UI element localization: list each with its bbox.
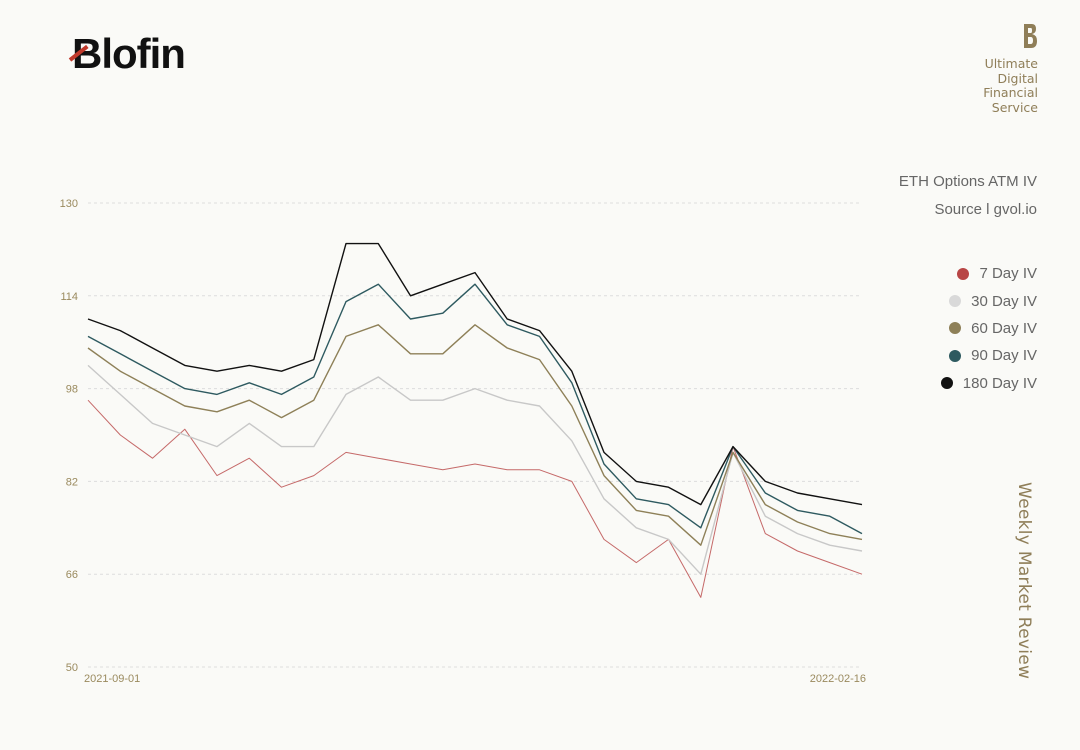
- y-tick-label: 114: [60, 291, 78, 303]
- chart-title: ETH Options ATM IV: [898, 173, 1037, 190]
- chart-legend: 7 Day IV 30 Day IV 60 Day IV 90 Day IV 1…: [877, 260, 1037, 397]
- series-line-180-day-iv: [87, 242, 863, 506]
- tagline-line: Digital: [997, 70, 1038, 86]
- y-tick-label: 50: [66, 662, 78, 674]
- legend-label: 7 Day IV: [979, 265, 1037, 283]
- legend-item: 7 Day IV: [877, 260, 1037, 287]
- legend-item: 180 Day IV: [877, 370, 1037, 397]
- legend-label: 30 Day IV: [971, 292, 1037, 310]
- y-tick-label: 130: [60, 198, 78, 210]
- tagline-line: Service: [991, 99, 1038, 115]
- chart-source: Source l gvol.io: [934, 201, 1037, 218]
- series-line-60-day-iv: [87, 324, 863, 546]
- legend-item: 30 Day IV: [877, 287, 1037, 314]
- x-tick-label: 2021-09-01: [84, 673, 140, 685]
- series-line-7-day-iv: [87, 399, 863, 598]
- legend-label: 60 Day IV: [971, 319, 1037, 337]
- chart-series: [87, 242, 863, 598]
- legend-dot: [949, 349, 962, 362]
- legend-item: 90 Day IV: [877, 342, 1037, 369]
- legend-item: 60 Day IV: [877, 315, 1037, 342]
- legend-label: 90 Day IV: [971, 347, 1037, 365]
- tagline: Ultimate Digital Financial Service: [928, 56, 1038, 115]
- y-tick-label: 98: [66, 384, 78, 396]
- y-tick-label: 82: [66, 476, 78, 488]
- brand-mark-icon: [1024, 24, 1037, 48]
- logo: Blofin: [72, 30, 186, 78]
- logo-text: Blofin: [72, 30, 186, 77]
- chart-axes: 50 66 82 98 114 130 2021-09-01 2022-02-16: [60, 198, 866, 685]
- y-tick-label: 66: [66, 569, 78, 581]
- tagline-line: Ultimate: [984, 56, 1038, 71]
- legend-dot: [949, 295, 962, 308]
- x-tick-label: 2022-02-16: [810, 673, 866, 685]
- legend-dot: [957, 267, 970, 280]
- legend-dot: [940, 377, 953, 390]
- legend-dot: [949, 322, 962, 335]
- series-line-30-day-iv: [87, 364, 863, 575]
- tagline-line: Financial: [983, 85, 1038, 100]
- legend-label: 180 Day IV: [962, 374, 1037, 392]
- side-label: Weekly Market Review: [1014, 482, 1034, 680]
